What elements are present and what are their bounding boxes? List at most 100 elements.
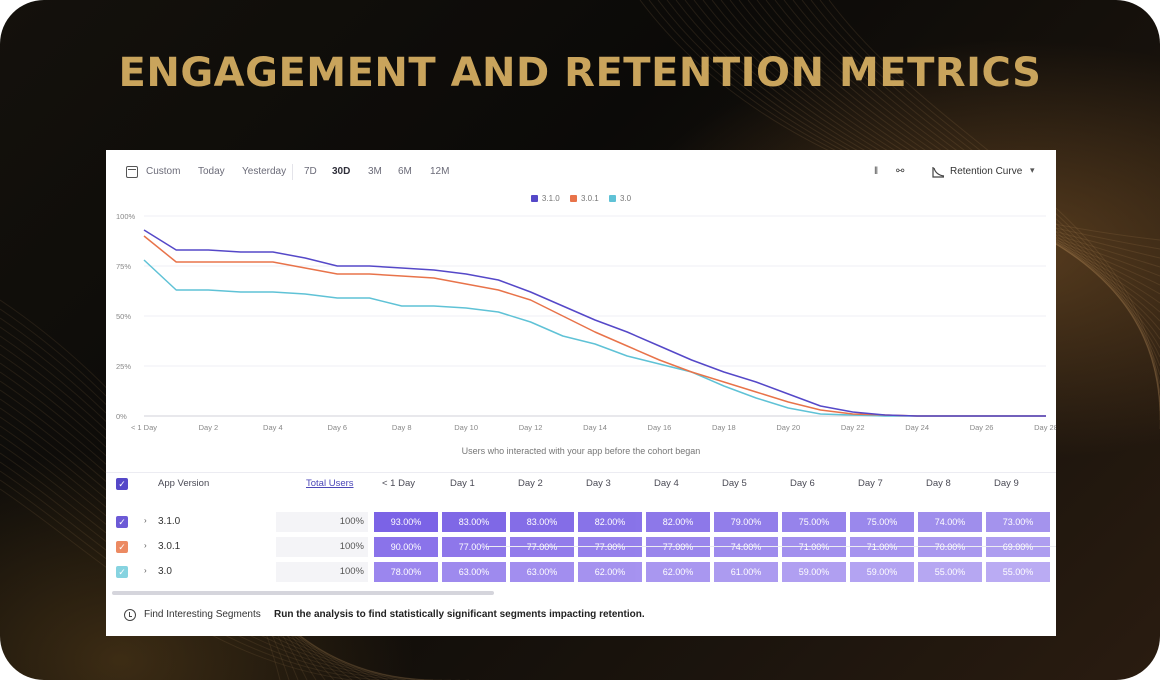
retention-panel: Custom Today Yesterday 7D 30D 3M 6M 12M … [106,150,1056,636]
expand-icon[interactable]: › [144,566,147,575]
retention-cell[interactable]: 73.00% [986,512,1050,532]
retention-cell[interactable]: 63.00% [442,562,506,582]
range-3m[interactable]: 3M [368,166,382,177]
retention-cell[interactable]: 75.00% [850,512,914,532]
row-checkbox[interactable]: ✓ [116,566,128,578]
retention-cell[interactable]: 55.00% [918,562,982,582]
retention-cell[interactable]: 78.00% [374,562,438,582]
chart-legend: 3.1.0 3.0.1 3.0 [106,194,1056,208]
retention-cell[interactable]: 59.00% [782,562,846,582]
x-tick-label: Day 4 [263,423,283,432]
header-day[interactable]: Day 9 [994,478,1019,489]
retention-cell[interactable]: 82.00% [646,512,710,532]
x-tick-label: Day 22 [841,423,865,432]
y-tick-label: 100% [116,212,136,221]
retention-cell[interactable]: 74.00% [918,512,982,532]
header-day[interactable]: Day 5 [722,478,747,489]
horizontal-scrollbar[interactable] [112,591,494,595]
retention-cell[interactable]: 93.00% [374,512,438,532]
toolbar-divider [292,164,293,180]
x-axis-label: Users who interacted with your app befor… [461,446,701,456]
header-day[interactable]: < 1 Day [382,478,416,489]
retention-line-chart: 100% 75% 50% 25% 0% < 1 Day Day 2 Day 4 Day 6 Day… [116,212,1056,432]
expand-icon[interactable]: › [144,541,147,550]
range-30d[interactable]: 30D [332,166,351,177]
series-line-3-0 [143,259,1046,417]
header-day[interactable]: Day 8 [926,478,951,489]
legend-label: 3.1.0 [541,194,560,203]
retention-cell[interactable]: 83.00% [510,512,574,532]
retention-cell[interactable]: 59.00% [850,562,914,582]
retention-cell[interactable]: 62.00% [578,562,642,582]
retention-cell[interactable]: 82.00% [578,512,642,532]
y-tick-label: 50% [116,312,131,321]
range-7d[interactable]: 7D [304,166,317,177]
table-bottom-divider [486,546,1056,547]
retention-cell[interactable]: 71.00% [850,537,914,557]
x-tick-label: Day 2 [199,423,219,432]
legend-item[interactable]: 3.0.1 [569,194,599,203]
header-day[interactable]: Day 1 [450,478,475,489]
series-line-3-1-0 [143,229,1046,417]
table-top-divider [106,472,1056,473]
range-12m[interactable]: 12M [430,166,450,177]
x-tick-label: Day 6 [327,423,347,432]
link-icon[interactable]: ⚯ [896,166,905,177]
retention-cell[interactable]: 71.00% [782,537,846,557]
select-all-checkbox[interactable]: ✓ [116,478,128,490]
x-tick-label: Day 10 [454,423,478,432]
range-today[interactable]: Today [198,166,225,177]
retention-cell[interactable]: 83.00% [442,512,506,532]
expand-icon[interactable]: › [144,516,147,525]
header-total-users[interactable]: Total Users [306,478,354,489]
header-day[interactable]: Day 3 [586,478,611,489]
x-tick-label: Day 18 [712,423,736,432]
retention-cell[interactable]: 77.00% [442,537,506,557]
retention-cell[interactable]: 90.00% [374,537,438,557]
range-custom[interactable]: Custom [146,166,181,177]
table-row[interactable]: ✓ › 3.1.0 100% 93.00% 83.00% 83.00% 82.00% 82.00… [106,512,1056,532]
header-day[interactable]: Day 7 [858,478,883,489]
header-day[interactable]: Day 2 [518,478,543,489]
table-row[interactable]: ✓ › 3.0 100% 78.00% 63.00% 63.00% 62.00% 62.00% 6… [106,562,1056,582]
x-tick-label: Day 12 [519,423,543,432]
y-tick-label: 25% [116,362,131,371]
retention-cell[interactable]: 77.00% [578,537,642,557]
table-row[interactable]: ✓ › 3.0.1 100% 90.00% 77.00% 77.00% 77.00% 77.00… [106,537,1056,557]
calendar-icon[interactable] [126,166,138,178]
row-version: 3.0 [158,566,172,577]
retention-cell[interactable]: 79.00% [714,512,778,532]
retention-cell[interactable]: 63.00% [510,562,574,582]
retention-cell[interactable]: 69.00% [986,537,1050,557]
x-tick-label: Day 28 [1034,423,1056,432]
curve-type-select[interactable]: Retention Curve ▾ [932,164,1042,182]
range-6m[interactable]: 6M [398,166,412,177]
header-day[interactable]: Day 6 [790,478,815,489]
header-day[interactable]: Day 4 [654,478,679,489]
pause-icon[interactable]: ‖ [874,166,879,177]
row-checkbox[interactable]: ✓ [116,516,128,528]
header-app-version[interactable]: App Version [158,478,210,489]
insight-bar: Find Interesting Segments Run the analys… [106,598,1056,636]
series-line-3-0-1 [143,235,1046,417]
row-version: 3.0.1 [158,541,181,552]
range-yesterday[interactable]: Yesterday [242,166,287,177]
retention-cell[interactable]: 55.00% [986,562,1050,582]
x-tick-label: Day 26 [970,423,994,432]
row-checkbox[interactable]: ✓ [116,541,128,553]
legend-item[interactable]: 3.0 [608,194,631,203]
curve-type-label: Retention Curve [950,166,1023,177]
insight-title[interactable]: Find Interesting Segments [144,609,261,620]
row-version: 3.1.0 [158,516,181,527]
retention-cell[interactable]: 75.00% [782,512,846,532]
legend-label: 3.0.1 [580,194,599,203]
legend-swatch [569,195,577,202]
legend-item[interactable]: 3.1.0 [530,194,560,203]
retention-cell[interactable]: 61.00% [714,562,778,582]
retention-cell[interactable]: 70.00% [918,537,982,557]
retention-cell[interactable]: 77.00% [510,537,574,557]
retention-cell[interactable]: 74.00% [714,537,778,557]
legend-swatch [608,195,616,202]
retention-cell[interactable]: 77.00% [646,537,710,557]
retention-cell[interactable]: 62.00% [646,562,710,582]
